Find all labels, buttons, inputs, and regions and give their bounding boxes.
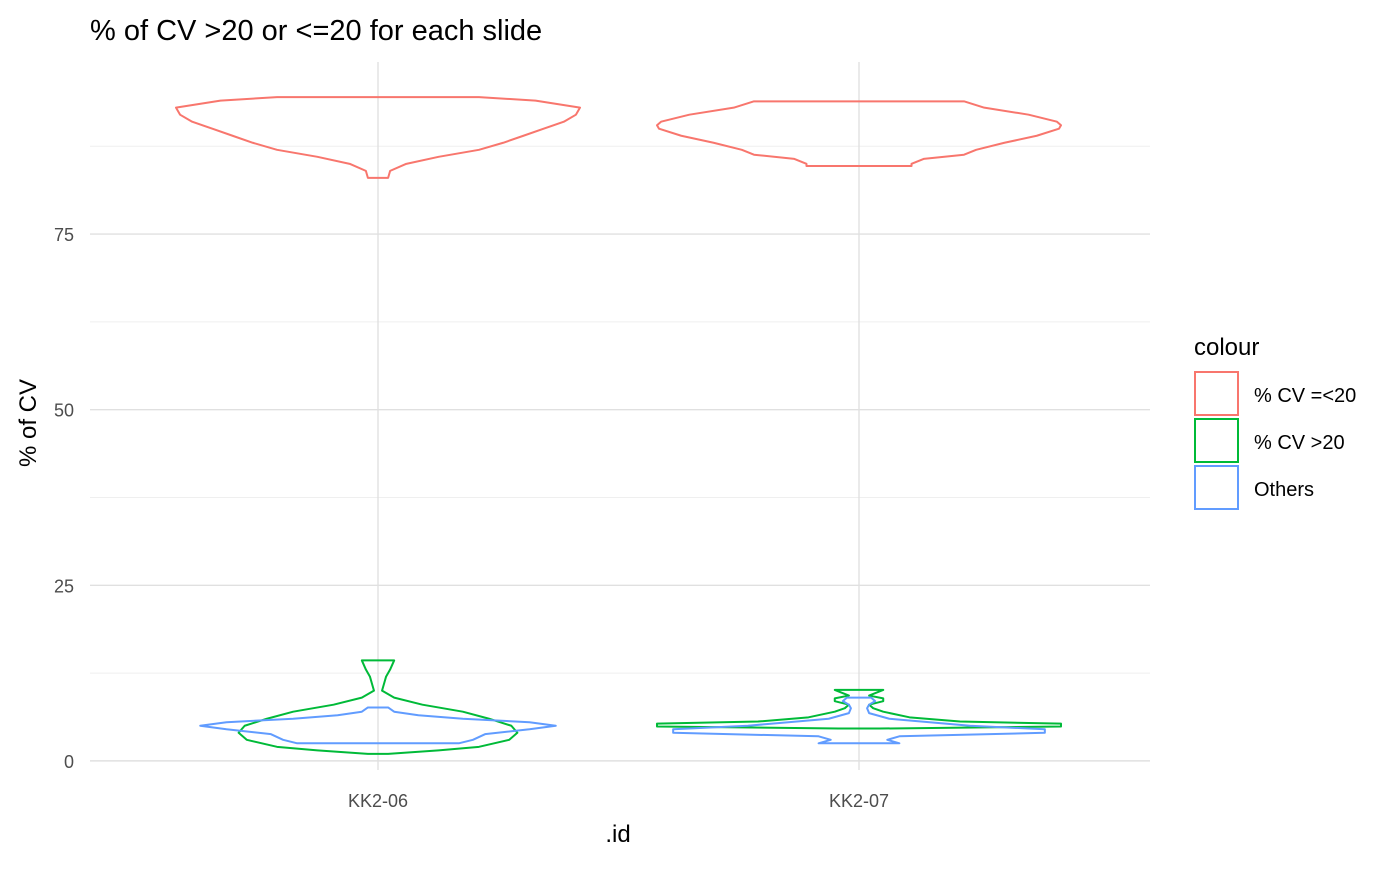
violin--cv-20-kk2-07 <box>656 688 1062 730</box>
legend-label: % CV >20 <box>1254 432 1345 454</box>
axis-layer: 0 25 50 75 KK2-06 KK2-07 <box>54 225 889 811</box>
y-axis-title: % of CV <box>15 379 42 467</box>
x-tick-label: KK2-07 <box>829 791 889 811</box>
legend-label: Others <box>1254 479 1314 501</box>
grid-layer <box>90 62 1150 770</box>
legend-label: % CV =<20 <box>1254 385 1356 407</box>
y-tick-label: 75 <box>54 225 74 245</box>
legend-key <box>1194 418 1239 463</box>
legend-items: % CV =<20 % CV >20 Others <box>1194 371 1356 510</box>
violin-others-kk2-06 <box>199 706 557 745</box>
y-tick-label: 50 <box>54 401 74 421</box>
violin-others-kk2-07 <box>672 696 1046 745</box>
y-tick-label: 25 <box>54 576 74 596</box>
violin--cv-20-kk2-06 <box>237 659 519 755</box>
y-tick-label: 0 <box>64 752 74 772</box>
chart-title: % of CV >20 or <=20 for each slide <box>90 15 542 47</box>
legend-title: colour <box>1194 334 1259 361</box>
legend-key <box>1194 465 1239 510</box>
violin--cv-20-kk2-07 <box>656 100 1062 167</box>
violin-layer <box>175 96 1062 755</box>
legend-key <box>1194 371 1239 416</box>
x-tick-label: KK2-06 <box>348 791 408 811</box>
legend: colour % CV =<20 % CV >20 Others <box>1194 334 1356 510</box>
violin--cv-20-kk2-06 <box>175 96 581 179</box>
x-axis-title: .id <box>605 821 630 848</box>
